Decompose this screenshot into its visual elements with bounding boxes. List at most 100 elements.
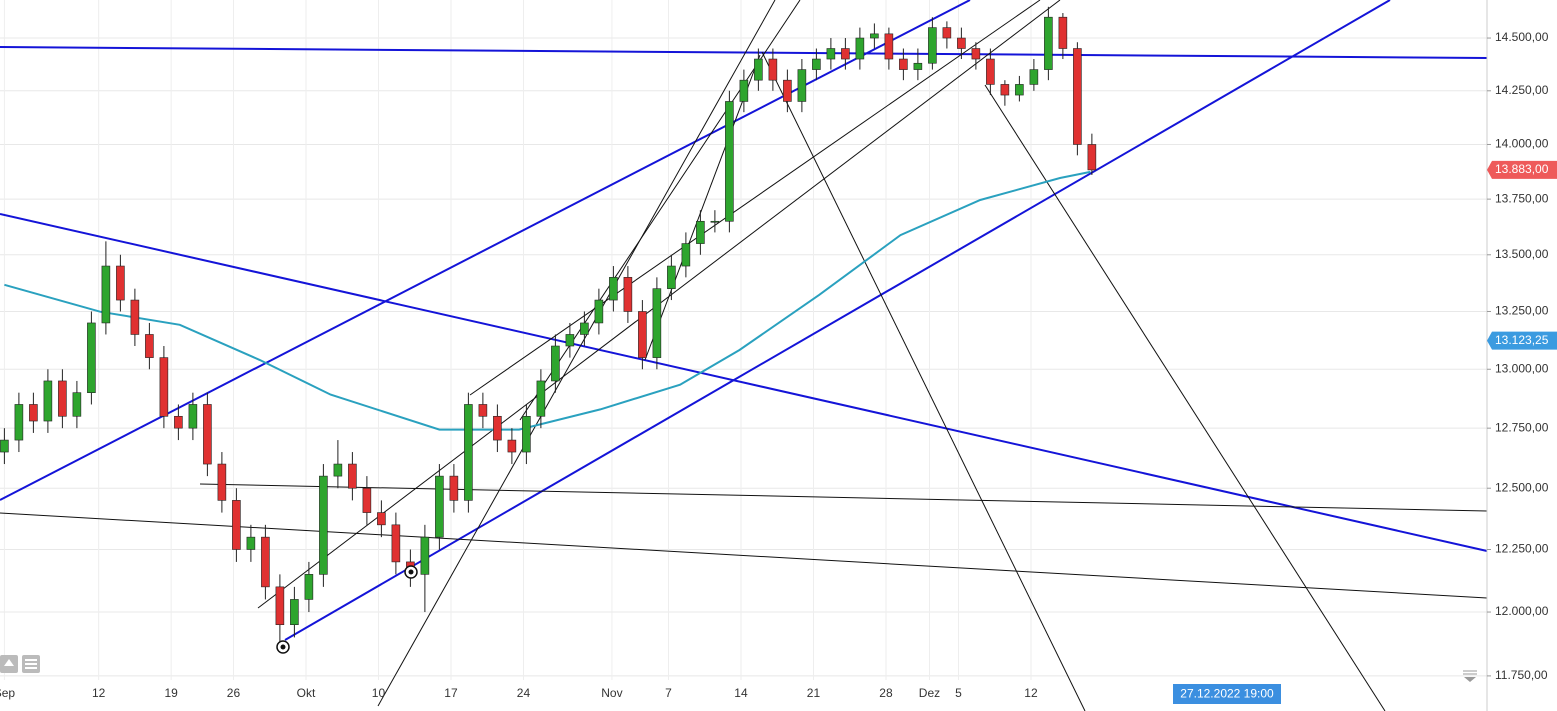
price-tag-label: 13.883,00	[1495, 162, 1549, 176]
y-tick-label: 13.000,00	[1495, 361, 1549, 375]
candle-body	[29, 404, 38, 422]
candle-body	[304, 574, 314, 600]
candle-body	[667, 265, 676, 289]
candle-body	[1015, 84, 1024, 96]
candle-body	[957, 37, 966, 49]
candle-body	[58, 380, 67, 417]
candle-body	[565, 334, 575, 347]
candle-body	[623, 277, 633, 312]
candle-body	[870, 33, 879, 39]
candle-body	[478, 404, 488, 417]
candle-body	[942, 27, 952, 39]
candle-body	[913, 62, 923, 70]
candle-body	[1087, 144, 1097, 171]
y-tick-label: 12.000,00	[1495, 604, 1549, 618]
candle-body	[797, 69, 807, 102]
candle-body	[130, 299, 140, 335]
candle-body	[609, 277, 618, 301]
y-tick-label: 14.500,00	[1495, 30, 1549, 44]
y-tick-label: 11.750,00	[1495, 668, 1548, 682]
candle-body	[1073, 48, 1082, 145]
y-tick-label: 12.500,00	[1495, 480, 1549, 494]
x-tick-label: Dez	[919, 686, 940, 700]
x-tick-label: 12	[1024, 686, 1038, 700]
y-tick-label: 13.500,00	[1495, 247, 1549, 261]
axis: 11.750,00 12.000,00 12.250,00 12.500,00 12.7…	[0, 30, 1557, 700]
x-tick-label: 5	[955, 686, 962, 700]
candle-body	[275, 586, 285, 626]
trend-line	[0, 512, 1488, 599]
candle-body	[333, 463, 343, 477]
candle-body	[928, 27, 937, 64]
y-tick-label: 13.250,00	[1495, 304, 1549, 318]
candle-body	[725, 101, 734, 222]
candle-body	[1000, 84, 1010, 96]
crosshair-tag	[1173, 684, 1281, 704]
x-tick-label: 26	[227, 686, 241, 700]
candle-body	[507, 439, 517, 453]
candle-body	[1058, 16, 1068, 49]
x-tick-label: 17	[444, 686, 458, 700]
candle-body	[101, 265, 111, 324]
candle-body	[87, 322, 96, 393]
candle-body	[1029, 69, 1039, 85]
candle-body	[362, 487, 372, 513]
candle-body	[0, 439, 9, 453]
candle-body	[971, 48, 981, 60]
candle-body	[841, 48, 850, 60]
zoom-buttons[interactable]	[0, 655, 40, 673]
candle-body	[826, 48, 836, 60]
candle-body	[522, 415, 531, 453]
price-tag	[1487, 331, 1557, 350]
y-tick-label: 14.000,00	[1495, 137, 1549, 151]
candle-body	[232, 500, 241, 550]
candle-body	[116, 265, 125, 301]
trend-line	[284, 0, 1391, 641]
candle-body	[1044, 16, 1053, 70]
candle-body	[159, 357, 169, 417]
candle-body	[43, 380, 53, 422]
y-tick-label: 12.250,00	[1495, 542, 1549, 556]
crosshair-label: 27.12.2022 19:00	[1180, 687, 1274, 701]
trend-lines	[0, 0, 1488, 711]
candle-body	[246, 536, 256, 550]
candle-body	[420, 536, 430, 575]
candle-body	[290, 599, 299, 626]
candle-body	[783, 79, 792, 102]
candle-body	[754, 58, 763, 81]
trend-line	[377, 0, 776, 707]
candle-body	[638, 311, 647, 358]
candle-body	[203, 404, 212, 465]
y-tick-label: 12.750,00	[1495, 420, 1549, 434]
candle-body	[261, 536, 270, 588]
candle-body	[493, 415, 502, 441]
price-tag-label: 13.123,25	[1495, 333, 1549, 347]
x-tick-label: 21	[807, 686, 821, 700]
x-tick-label: 12	[92, 686, 106, 700]
candle-body	[652, 288, 662, 358]
candle-body	[855, 37, 865, 60]
x-tick-label: 14	[734, 686, 748, 700]
trend-line	[0, 213, 1488, 552]
candle-body	[884, 33, 894, 60]
candle-body	[710, 220, 720, 223]
moving-average	[4, 170, 1091, 431]
candle-body	[14, 404, 24, 441]
candle-body	[145, 334, 154, 358]
candle-body	[319, 475, 328, 575]
x-tick-label: 19	[164, 686, 178, 700]
x-tick-label: Sep	[0, 686, 15, 700]
x-tick-label: 7	[665, 686, 672, 700]
x-tick-label: Okt	[297, 686, 316, 700]
x-tick-label: 10	[372, 686, 386, 700]
scroll-icon[interactable]	[1463, 670, 1477, 682]
candle-body	[536, 380, 546, 417]
candle-body	[391, 524, 401, 563]
grid	[0, 0, 1487, 680]
candle-body	[739, 79, 749, 102]
trend-line	[0, 0, 971, 501]
price-tag	[1487, 160, 1557, 179]
x-tick-label: 24	[517, 686, 531, 700]
trend-line	[0, 46, 1488, 59]
